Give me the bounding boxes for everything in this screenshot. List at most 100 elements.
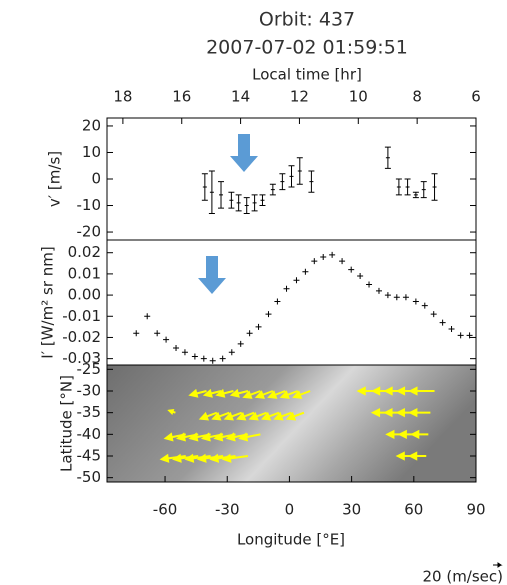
error-bar xyxy=(384,146,391,169)
wind-vector xyxy=(171,453,199,463)
error-bar xyxy=(288,165,295,188)
data-point xyxy=(173,345,180,352)
wind-vector xyxy=(215,388,234,398)
y-tick-label: 20 xyxy=(82,116,101,134)
data-point xyxy=(348,266,355,273)
image-background xyxy=(107,365,476,482)
wind-vector xyxy=(184,453,211,463)
x2-tick-label: 8 xyxy=(412,88,422,106)
data-point xyxy=(311,258,318,265)
wind-vector xyxy=(408,386,435,396)
data-point xyxy=(339,258,346,265)
data-point xyxy=(237,340,244,347)
data-point xyxy=(393,294,400,301)
wind-vector xyxy=(292,390,311,399)
data-point xyxy=(302,268,309,275)
error-bar xyxy=(243,197,250,214)
wind-vector xyxy=(159,453,186,463)
wind-vector xyxy=(254,390,274,399)
error-bar xyxy=(259,194,266,207)
data-point xyxy=(228,349,235,356)
wind-vector xyxy=(236,411,255,421)
data-point xyxy=(181,349,188,356)
y-tick-label: -10 xyxy=(77,196,102,214)
x-tick-label: -30 xyxy=(215,501,240,519)
data-point xyxy=(448,325,455,332)
y-tick-label: -20 xyxy=(77,223,102,241)
data-point xyxy=(357,273,364,280)
error-bar xyxy=(412,191,419,199)
data-point xyxy=(133,330,140,337)
error-bar xyxy=(208,170,215,214)
data-point xyxy=(320,253,327,260)
x2-tick-label: 6 xyxy=(471,88,481,106)
x2-label: Local time [hr] xyxy=(252,66,362,84)
wind-vector xyxy=(260,411,280,421)
error-bar xyxy=(218,181,225,209)
x2-tick-label: 18 xyxy=(113,88,132,106)
wind-vector xyxy=(198,411,218,421)
x2-tick-label: 16 xyxy=(172,88,191,106)
y-tick-label: 0 xyxy=(91,170,101,188)
y-tick-label: -0.03 xyxy=(62,349,101,367)
wind-vector xyxy=(248,411,267,421)
wind-vector xyxy=(279,390,299,399)
x-tick-label: 90 xyxy=(466,501,485,519)
reference-label: 20 (m/sec) xyxy=(422,568,503,585)
data-point xyxy=(375,287,382,294)
data-point xyxy=(366,281,373,288)
data-point xyxy=(430,311,437,318)
subtitle: 2007-07-02 01:59:51 xyxy=(206,37,408,59)
y-tick-label: -0.01 xyxy=(62,307,101,325)
data-point xyxy=(144,313,151,320)
error-bar xyxy=(420,181,427,199)
wind-vector xyxy=(408,451,427,461)
wind-vector xyxy=(238,432,261,442)
error-bar xyxy=(404,178,411,196)
data-point xyxy=(154,330,161,337)
data-point xyxy=(255,323,262,330)
reference-arrow xyxy=(493,562,503,568)
error-bar xyxy=(431,173,438,201)
wind-vector xyxy=(188,388,207,398)
wind-vector xyxy=(285,411,305,421)
y-tick-label: 10 xyxy=(82,143,101,161)
x-tick-label: 30 xyxy=(342,501,361,519)
x-axis-label: Longitude [°E] xyxy=(237,531,345,549)
error-bar xyxy=(395,178,402,196)
x2-tick-label: 12 xyxy=(290,88,309,106)
data-point xyxy=(384,292,391,299)
y-tick-label: 0.02 xyxy=(68,243,101,261)
data-point xyxy=(219,355,226,362)
data-point xyxy=(209,357,216,364)
y-axis-label: I′ [W/m² sr nm] xyxy=(39,246,57,358)
y-tick-label: -45 xyxy=(77,447,102,465)
wind-vector xyxy=(221,453,249,463)
error-bar xyxy=(235,194,242,212)
error-bar xyxy=(269,183,276,196)
data-point xyxy=(402,294,409,301)
x-tick-label: -60 xyxy=(153,501,178,519)
wind-vector xyxy=(242,390,261,399)
x-tick-label: 60 xyxy=(404,501,423,519)
annotation-arrow xyxy=(230,134,258,172)
error-bar xyxy=(296,157,303,185)
y-tick-label: -35 xyxy=(77,403,102,421)
data-point xyxy=(412,298,419,305)
y-tick-label: -30 xyxy=(77,382,102,400)
error-bar xyxy=(308,170,315,193)
wind-vector xyxy=(273,411,292,421)
error-bar xyxy=(201,173,208,201)
data-point xyxy=(200,355,207,362)
data-point xyxy=(283,285,290,292)
data-point xyxy=(191,353,198,360)
x2-tick-label: 14 xyxy=(231,88,250,106)
data-point xyxy=(439,319,446,326)
y-tick-label: -50 xyxy=(77,468,102,486)
wind-vector xyxy=(167,408,176,416)
data-point xyxy=(457,332,464,339)
x2-tick-label: 10 xyxy=(349,88,368,106)
wind-vector xyxy=(410,429,429,439)
wind-vector xyxy=(211,411,230,421)
data-point xyxy=(466,332,473,339)
